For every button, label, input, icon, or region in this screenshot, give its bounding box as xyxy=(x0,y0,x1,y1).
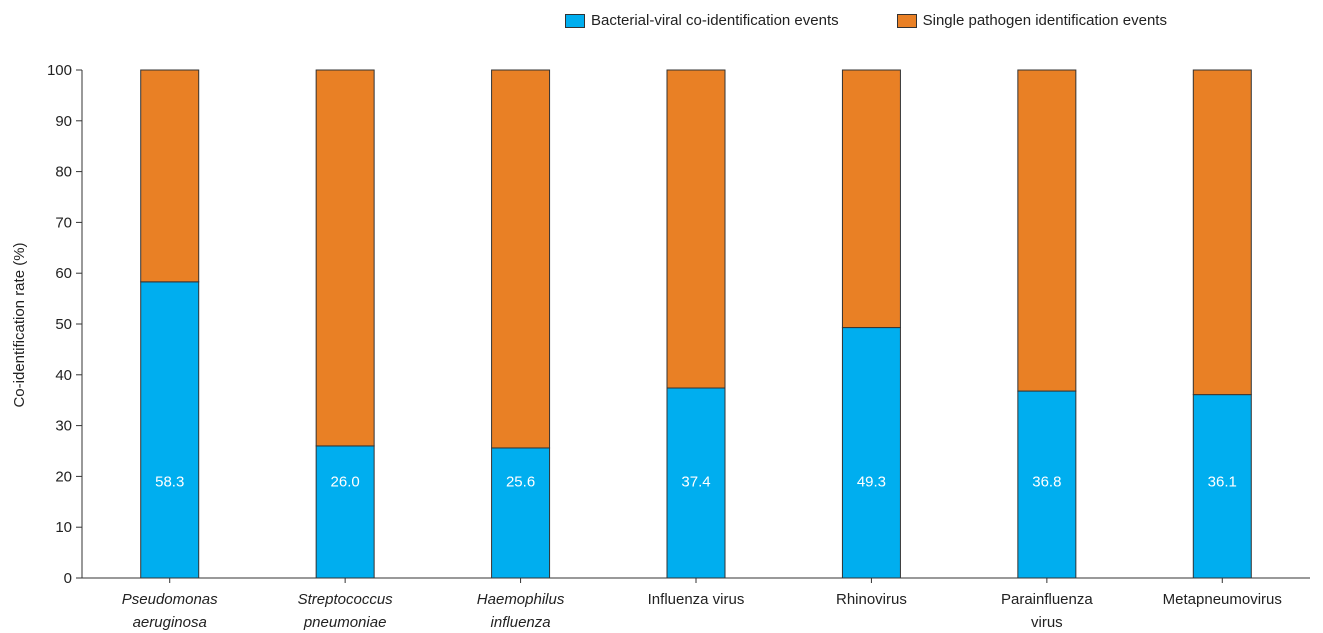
y-tick-label: 50 xyxy=(55,316,72,333)
bar-value-label: 37.4 xyxy=(681,474,710,491)
bar-segment-single-pathogen xyxy=(1017,69,1077,392)
bar-value-label: 36.1 xyxy=(1208,474,1237,491)
y-tick-label: 40 xyxy=(55,367,72,384)
y-tick-label: 80 xyxy=(55,164,72,181)
bar-segment-co-identification xyxy=(1192,394,1252,579)
y-tick-label: 20 xyxy=(55,468,72,485)
bars xyxy=(140,69,1252,579)
legend-swatch-co-identification xyxy=(565,13,585,28)
y-tick-label: 100 xyxy=(47,62,72,79)
chart-legend: Bacterial-viral co-identification events… xyxy=(565,12,1225,29)
bar-segment-single-pathogen xyxy=(1192,69,1252,396)
x-tick-label: Parainfluenza xyxy=(1001,591,1093,608)
x-tick-label-line2: virus xyxy=(1031,614,1063,631)
legend-label-single-pathogen: Single pathogen identification events xyxy=(922,12,1167,29)
bar-segment-single-pathogen xyxy=(315,69,375,447)
y-tick-label: 60 xyxy=(55,265,72,282)
x-tick-label-line2: influenza xyxy=(491,614,551,631)
bar-value-label: 25.6 xyxy=(506,474,535,491)
legend-item-single-pathogen: Single pathogen identification events xyxy=(896,12,1167,29)
legend-swatch-single-pathogen xyxy=(896,13,917,28)
bar-value-label: 58.3 xyxy=(155,474,184,491)
y-tick-label: 70 xyxy=(55,214,72,231)
bar-value-label: 49.3 xyxy=(857,474,886,491)
x-tick-label: Haemophilus xyxy=(477,591,565,608)
bar-segment-single-pathogen xyxy=(491,69,551,449)
bar-value-label: 36.8 xyxy=(1032,474,1061,491)
y-tick-label: 30 xyxy=(55,418,72,435)
bar-segment-single-pathogen xyxy=(666,69,726,389)
x-tick-label: Pseudomonas xyxy=(122,591,218,608)
x-tick-label: Rhinovirus xyxy=(836,591,907,608)
legend-label-co-identification: Bacterial-viral co-identification events xyxy=(591,12,839,29)
x-tick-label-line2: pneumoniae xyxy=(303,614,387,631)
x-tick-label: Metapneumovirus xyxy=(1163,591,1282,608)
bar-segment-co-identification xyxy=(491,447,551,579)
bar-segment-single-pathogen xyxy=(841,69,901,329)
x-tick-label: Streptococcus xyxy=(298,591,394,608)
bar-segment-co-identification xyxy=(666,387,726,579)
bar-value-label: 26.0 xyxy=(331,474,360,491)
y-tick-label: 10 xyxy=(55,519,72,536)
bar-segment-co-identification xyxy=(1017,390,1077,579)
bar-segment-co-identification xyxy=(140,281,200,579)
bar-segment-co-identification xyxy=(841,327,901,579)
bar-segment-co-identification xyxy=(315,445,375,579)
bar-segment-single-pathogen xyxy=(140,69,200,283)
y-tick-label: 90 xyxy=(55,113,72,130)
legend-item-co-identification: Bacterial-viral co-identification events xyxy=(565,12,839,29)
axes: 0 10 20 30 40 50 60 70 80 90 100 Pseudomonas aerugin… xyxy=(47,62,1310,631)
data-labels: 58.3 26.0 25.6 37.4 49.3 36.8 36.1 xyxy=(155,474,1237,491)
x-tick-label: Influenza virus xyxy=(648,591,745,608)
y-tick-label: 0 xyxy=(64,570,72,587)
y-axis-label: Co-identification rate (%) xyxy=(11,242,28,407)
x-tick-label-line2: aeruginosa xyxy=(133,614,207,631)
